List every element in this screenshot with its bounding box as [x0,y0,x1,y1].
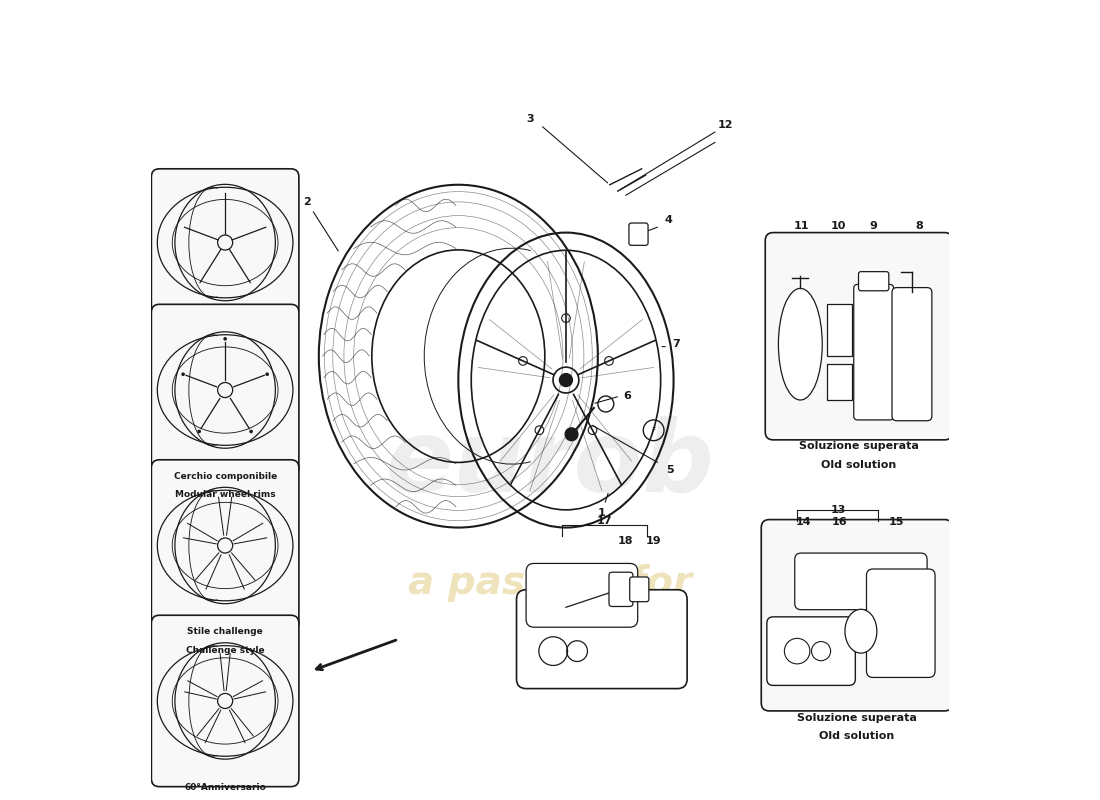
Text: 17: 17 [596,515,612,526]
Text: 18: 18 [618,535,634,546]
Text: 1: 1 [598,494,608,518]
Text: 7: 7 [672,339,680,349]
FancyBboxPatch shape [766,233,953,440]
Circle shape [250,430,252,433]
Text: eurob: eurob [386,415,714,512]
Text: 8: 8 [915,221,923,230]
Text: 6: 6 [624,391,631,401]
Ellipse shape [845,610,877,653]
Text: Soluzione superata: Soluzione superata [799,442,918,451]
FancyBboxPatch shape [767,617,856,686]
FancyBboxPatch shape [867,569,935,678]
Text: Challenge style: Challenge style [186,646,264,654]
FancyBboxPatch shape [892,287,932,421]
Text: 15: 15 [889,517,904,527]
Text: 19: 19 [646,535,661,546]
Circle shape [224,338,227,340]
FancyBboxPatch shape [609,572,632,606]
FancyBboxPatch shape [152,169,299,316]
FancyBboxPatch shape [152,615,299,786]
Text: Stile challenge: Stile challenge [187,627,263,636]
Circle shape [560,374,572,386]
FancyBboxPatch shape [517,590,688,689]
Circle shape [182,373,184,375]
FancyBboxPatch shape [152,460,299,631]
FancyBboxPatch shape [858,272,889,290]
Text: 10: 10 [830,221,846,230]
FancyBboxPatch shape [854,285,893,420]
Text: Modular wheel rims: Modular wheel rims [175,490,275,499]
Text: 60°Anniversario: 60°Anniversario [185,782,266,792]
Text: Cerchio componibile: Cerchio componibile [174,472,277,481]
Text: 14: 14 [795,517,812,527]
Circle shape [565,428,578,441]
FancyBboxPatch shape [794,553,927,610]
Text: 11: 11 [793,221,808,230]
Text: 2: 2 [302,197,338,251]
Text: 9: 9 [870,221,878,230]
Text: 16: 16 [832,517,847,527]
Text: 3: 3 [526,114,534,123]
FancyBboxPatch shape [826,304,852,356]
Text: Old solution: Old solution [820,731,894,741]
Text: Soluzione superata: Soluzione superata [798,713,917,722]
FancyBboxPatch shape [629,223,648,246]
Text: 4: 4 [664,215,672,225]
FancyBboxPatch shape [152,304,299,476]
FancyBboxPatch shape [826,364,852,400]
FancyBboxPatch shape [629,577,649,602]
Circle shape [266,373,268,375]
FancyBboxPatch shape [526,563,638,627]
Text: 13: 13 [830,506,846,515]
FancyBboxPatch shape [761,519,953,711]
Text: 5: 5 [667,465,674,475]
Text: F: F [651,427,656,434]
Circle shape [198,430,200,433]
Text: a passion for: a passion for [408,564,692,602]
Ellipse shape [779,288,823,400]
Text: 12: 12 [717,120,733,130]
Text: Old solution: Old solution [822,460,896,470]
